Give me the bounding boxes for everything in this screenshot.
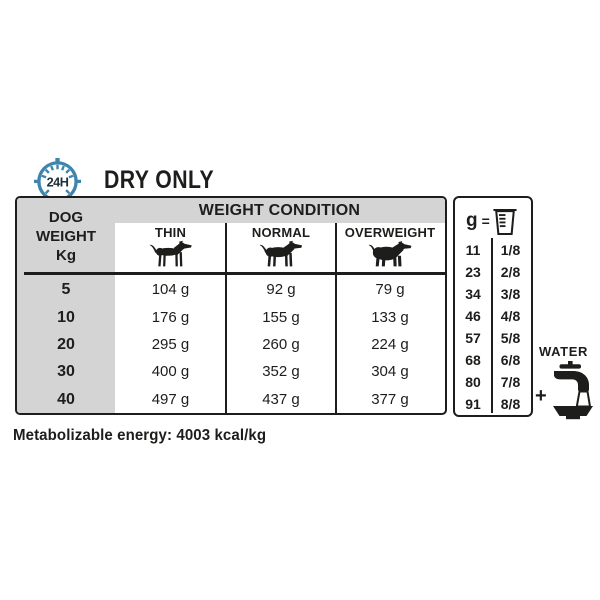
cup-row: 68 6/8 bbox=[455, 349, 531, 371]
cup-row: 11 1/8 bbox=[455, 239, 531, 261]
cup-fraction: 6/8 bbox=[500, 352, 521, 368]
thin-label: THIN bbox=[154, 225, 187, 240]
grams-unit-label: g bbox=[466, 210, 478, 231]
weight-cell: 40 bbox=[57, 391, 75, 408]
overweight-cell: 224 g bbox=[371, 336, 409, 353]
cup-fraction: 1/8 bbox=[500, 242, 521, 258]
weight-cell: 5 bbox=[61, 281, 71, 298]
thin-cell: 497 g bbox=[151, 391, 190, 408]
cup-row: 34 3/8 bbox=[455, 283, 531, 305]
dog-weight-line-3: Kg bbox=[56, 247, 76, 264]
water-faucet-icon bbox=[547, 361, 595, 420]
normal-dog-icon bbox=[259, 240, 303, 267]
page-title: DRY ONLY bbox=[104, 166, 215, 194]
weight-column-background bbox=[17, 198, 115, 413]
table-row: 5 104 g 92 g 79 g bbox=[17, 276, 445, 304]
cup-row: 46 4/8 bbox=[455, 305, 531, 327]
dog-weight-header: DOG WEIGHT Kg bbox=[17, 208, 115, 265]
grams-value: 34 bbox=[465, 286, 481, 302]
overweight-cell: 79 g bbox=[375, 281, 405, 298]
weight-cell: 30 bbox=[57, 363, 75, 380]
weight-cell: 10 bbox=[57, 309, 75, 326]
column-divider-1 bbox=[225, 223, 227, 413]
measuring-cup-icon bbox=[493, 208, 517, 235]
cup-conversion-table: g = 11 1/8 23 bbox=[453, 196, 533, 417]
grams-value: 57 bbox=[465, 330, 481, 346]
normal-cell: 352 g bbox=[262, 363, 300, 380]
cup-table-header: g = bbox=[455, 204, 531, 238]
normal-cell: 92 g bbox=[266, 281, 296, 298]
condition-thin: THIN bbox=[115, 223, 226, 272]
cup-fraction: 4/8 bbox=[500, 308, 521, 324]
cup-fraction: 3/8 bbox=[500, 286, 521, 302]
dog-weight-line-1: DOG bbox=[48, 209, 84, 226]
normal-cell: 155 g bbox=[262, 309, 300, 326]
clock-label: 24H bbox=[47, 174, 69, 189]
plus-sign: + bbox=[535, 385, 547, 407]
cup-fraction: 7/8 bbox=[500, 374, 521, 390]
weight-cell: 20 bbox=[57, 336, 75, 353]
cup-row: 57 5/8 bbox=[455, 327, 531, 349]
table-row: 40 497 g 437 g 377 g bbox=[17, 386, 445, 413]
equals-sign: = bbox=[481, 213, 490, 229]
overweight-label: OVERWEIGHT bbox=[344, 225, 436, 240]
grams-value: 46 bbox=[465, 308, 481, 324]
weight-condition-header: WEIGHT CONDITION bbox=[198, 202, 361, 219]
cup-fraction: 8/8 bbox=[500, 396, 521, 412]
24h-timer-icon: 24H bbox=[34, 158, 81, 205]
overweight-cell: 377 g bbox=[371, 391, 409, 408]
table-row: 30 400 g 352 g 304 g bbox=[17, 358, 445, 386]
header-underline bbox=[24, 272, 445, 275]
grams-value: 80 bbox=[465, 374, 481, 390]
cup-fraction: 2/8 bbox=[500, 264, 521, 280]
grams-value: 11 bbox=[465, 242, 481, 258]
grams-value: 68 bbox=[465, 352, 481, 368]
overweight-cell: 304 g bbox=[371, 363, 409, 380]
cup-row: 80 7/8 bbox=[455, 371, 531, 393]
table-row: 20 295 g 260 g 224 g bbox=[17, 331, 445, 359]
normal-cell: 260 g bbox=[262, 336, 300, 353]
thin-dog-icon bbox=[149, 240, 192, 267]
cup-row: 91 8/8 bbox=[455, 393, 531, 415]
feeding-table: WEIGHT CONDITION DOG WEIGHT Kg THIN bbox=[15, 196, 447, 415]
normal-cell: 437 g bbox=[262, 391, 300, 408]
dog-weight-line-2: WEIGHT bbox=[36, 228, 96, 245]
thin-cell: 400 g bbox=[151, 363, 190, 380]
thin-cell: 104 g bbox=[151, 281, 190, 298]
column-divider-2 bbox=[335, 223, 337, 413]
thin-cell: 295 g bbox=[151, 336, 190, 353]
grams-value: 23 bbox=[465, 264, 481, 280]
overweight-cell: 133 g bbox=[371, 309, 409, 326]
grams-value: 91 bbox=[465, 396, 481, 412]
condition-normal: NORMAL bbox=[226, 223, 336, 272]
metabolizable-energy-note: Metabolizable energy: 4003 kcal/kg bbox=[13, 427, 267, 444]
cup-row: 23 2/8 bbox=[455, 261, 531, 283]
overweight-dog-icon bbox=[368, 241, 412, 267]
condition-overweight: OVERWEIGHT bbox=[336, 223, 444, 272]
water-label: WATER bbox=[539, 344, 588, 359]
table-row: 10 176 g 155 g 133 g bbox=[17, 304, 445, 332]
normal-label: NORMAL bbox=[251, 225, 311, 240]
cup-fraction: 5/8 bbox=[500, 330, 521, 346]
header-band-background bbox=[17, 198, 445, 223]
cup-table-divider bbox=[491, 238, 493, 413]
thin-cell: 176 g bbox=[151, 309, 190, 326]
